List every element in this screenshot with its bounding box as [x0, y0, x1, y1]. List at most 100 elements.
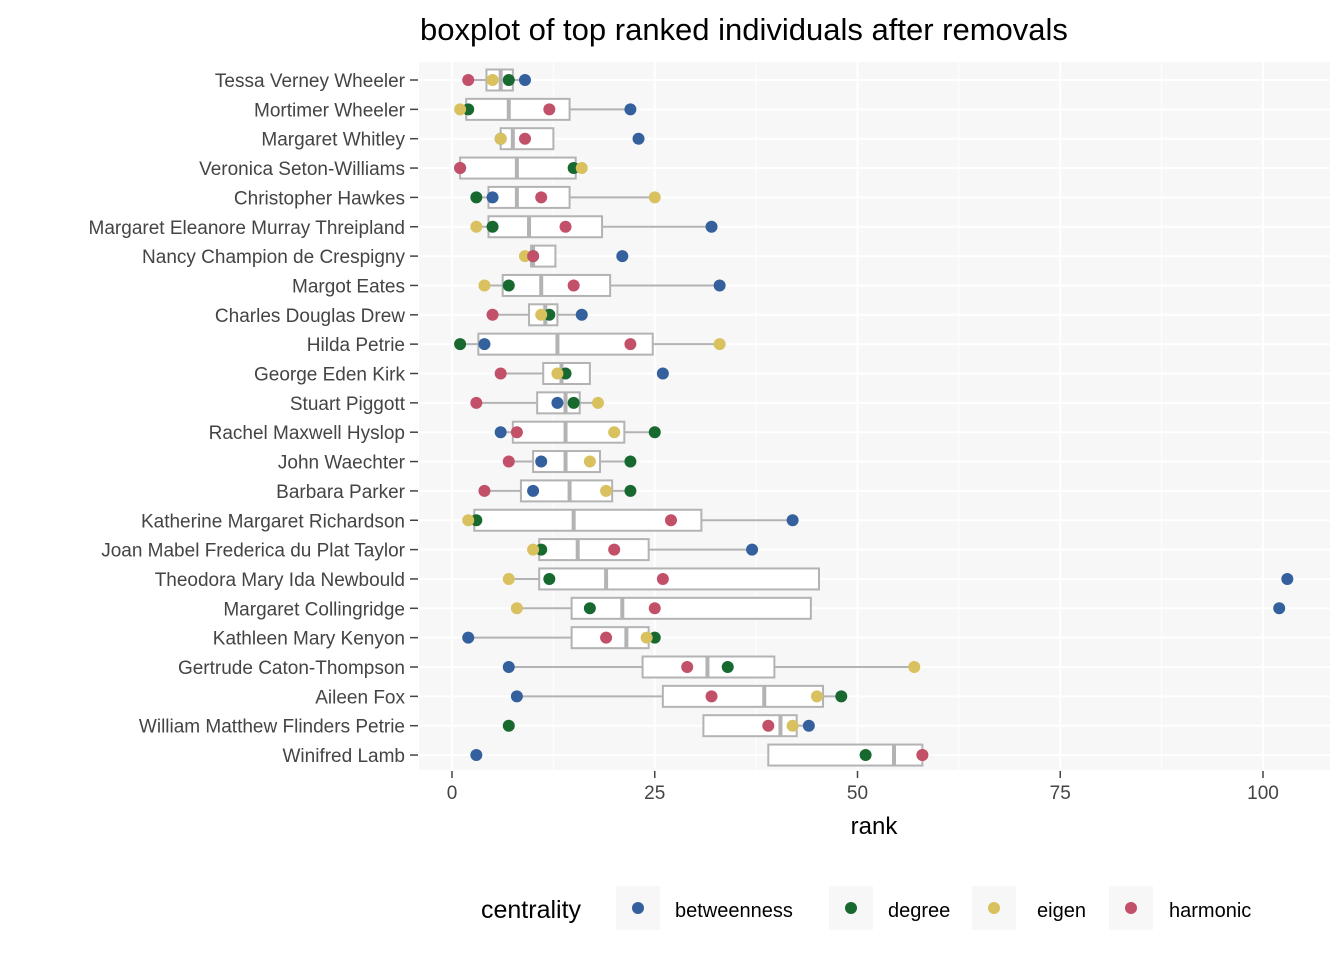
- y-tick-label: Theodora Mary Ida Newbould: [155, 570, 405, 591]
- point-eigen: [470, 220, 483, 233]
- point-harmonic: [681, 661, 694, 673]
- x-axis-ticks: 0 25 50 75 100: [447, 771, 1279, 804]
- y-axis-labels: Tessa Verney Wheeler Mortimer Wheeler Marg…: [89, 71, 418, 767]
- point-eigen: [510, 602, 523, 615]
- y-tick-label: Hilda Petrie: [307, 335, 405, 356]
- point-eigen: [462, 514, 475, 527]
- point-betweenness: [624, 103, 637, 116]
- point-degree: [648, 426, 661, 439]
- point-betweenness: [551, 396, 564, 409]
- point-betweenness: [462, 631, 475, 644]
- point-eigen: [600, 484, 613, 497]
- point-betweenness: [494, 426, 507, 439]
- point-eigen: [591, 396, 604, 409]
- x-tick-label: 100: [1247, 783, 1279, 804]
- x-axis-title: rank: [851, 813, 899, 840]
- point-harmonic: [664, 514, 677, 527]
- y-tick-label: George Eden Kirk: [254, 365, 406, 386]
- point-eigen: [575, 162, 588, 175]
- point-eigen: [583, 455, 596, 468]
- grid-lines: [419, 62, 1330, 770]
- point-degree: [486, 220, 499, 233]
- point-betweenness: [470, 749, 483, 762]
- point-degree: [721, 661, 734, 673]
- box-4: [459, 156, 582, 180]
- box-iqr: [538, 538, 650, 562]
- point-degree: [835, 690, 848, 703]
- y-tick-label: Margaret Collingridge: [223, 599, 405, 620]
- box-iqr: [501, 273, 612, 297]
- point-betweenness: [527, 484, 540, 497]
- point-eigen: [608, 426, 621, 439]
- point-betweenness: [705, 220, 718, 233]
- point-harmonic: [559, 220, 572, 233]
- box-18: [508, 567, 820, 591]
- box-13: [500, 420, 655, 444]
- point-betweenness: [802, 719, 815, 732]
- y-tick-label: Christopher Hawkes: [234, 188, 405, 209]
- y-tick-label: Margaret Whitley: [261, 130, 405, 151]
- legend-swatch-harmonic: [1125, 902, 1137, 914]
- box-21: [508, 655, 915, 679]
- y-tick-label: Margot Eates: [292, 276, 405, 297]
- y-tick-label: John Waechter: [278, 453, 406, 474]
- box-iqr: [702, 714, 798, 738]
- point-harmonic: [510, 426, 523, 439]
- y-tick-label: Gertrude Caton-Thompson: [178, 658, 405, 679]
- point-harmonic: [705, 690, 718, 703]
- point-eigen: [713, 338, 726, 351]
- point-harmonic: [916, 749, 929, 762]
- legend-title: centrality: [481, 896, 582, 924]
- y-tick-label: Joan Mabel Frederica du Plat Taylor: [101, 541, 405, 562]
- point-degree: [624, 484, 637, 497]
- point-betweenness: [713, 279, 726, 292]
- point-eigen: [527, 543, 540, 556]
- box-22: [516, 684, 842, 708]
- point-harmonic: [502, 455, 515, 468]
- x-tick-label: 50: [847, 783, 868, 804]
- y-tick-label: Margaret Eleanore Murray Threipland: [89, 218, 405, 239]
- box-iqr: [487, 185, 571, 209]
- point-betweenness: [502, 661, 515, 673]
- point-eigen: [494, 132, 507, 145]
- point-harmonic: [762, 719, 775, 732]
- point-degree: [454, 338, 467, 351]
- point-eigen: [454, 103, 467, 116]
- legend-swatch-betweenness: [632, 902, 644, 914]
- legend: centrality betweenness degree eigen harmoni…: [481, 886, 1251, 930]
- point-harmonic: [648, 602, 661, 615]
- legend-label-harmonic: harmonic: [1169, 900, 1251, 922]
- point-harmonic: [478, 484, 491, 497]
- point-eigen: [486, 74, 499, 86]
- point-degree: [543, 572, 556, 585]
- y-tick-label: Winifred Lamb: [283, 746, 406, 767]
- point-degree: [567, 396, 580, 409]
- x-tick-label: 0: [447, 783, 458, 804]
- y-tick-label: Mortimer Wheeler: [254, 100, 406, 121]
- legend-swatch-degree: [845, 902, 857, 914]
- point-harmonic: [543, 103, 556, 116]
- point-betweenness: [632, 132, 645, 145]
- point-betweenness: [535, 455, 548, 468]
- point-harmonic: [527, 250, 540, 263]
- y-tick-label: Barbara Parker: [276, 482, 406, 503]
- y-tick-label: Stuart Piggott: [290, 394, 406, 415]
- point-harmonic: [518, 132, 531, 145]
- point-degree: [470, 191, 483, 204]
- point-betweenness: [746, 543, 759, 556]
- box-6: [476, 215, 712, 239]
- chart-title: boxplot of top ranked individuals after …: [420, 12, 1068, 47]
- point-harmonic: [624, 338, 637, 351]
- y-tick-label: Katherine Margaret Richardson: [141, 511, 405, 532]
- point-harmonic: [486, 308, 499, 321]
- plot-panel: [419, 62, 1330, 770]
- box-iqr: [511, 420, 626, 444]
- point-eigen: [786, 719, 799, 732]
- point-eigen: [502, 572, 515, 585]
- point-betweenness: [786, 514, 799, 527]
- box-16: [468, 508, 793, 532]
- box-iqr: [661, 684, 825, 708]
- point-betweenness: [1273, 602, 1286, 615]
- points: [454, 74, 1294, 762]
- point-eigen: [535, 308, 548, 321]
